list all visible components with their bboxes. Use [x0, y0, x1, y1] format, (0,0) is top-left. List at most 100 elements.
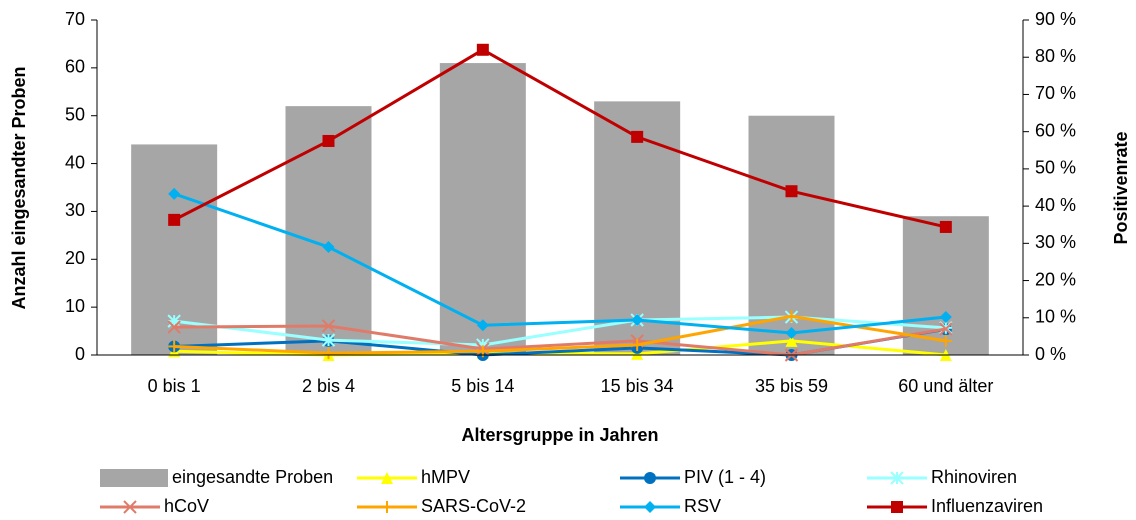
marker — [785, 334, 798, 347]
legend-swatch — [100, 469, 168, 487]
marker — [476, 43, 489, 56]
marker-shape — [890, 471, 904, 485]
marker — [631, 130, 644, 143]
marker — [168, 187, 181, 200]
line — [174, 324, 947, 357]
legend-item: Rhinoviren — [867, 467, 1017, 487]
y2-tick-label: 0 % — [1035, 344, 1066, 364]
marker-shape — [939, 220, 952, 233]
y2-tick-label: 80 % — [1035, 46, 1076, 66]
y-tick-label: 20 — [65, 248, 85, 268]
marker-shape — [644, 472, 656, 484]
bar — [285, 106, 372, 356]
legend-label: Rhinoviren — [931, 467, 1017, 487]
marker — [644, 472, 656, 484]
line — [174, 339, 946, 357]
legend-label: hCoV — [164, 496, 209, 515]
marker — [167, 314, 181, 328]
marker — [476, 319, 489, 332]
marker-shape — [939, 311, 952, 324]
y-tick-label: 70 — [65, 9, 85, 29]
legend-label: PIV (1 - 4) — [684, 467, 766, 487]
y2-tick-label: 50 % — [1035, 158, 1076, 178]
marker-shape — [168, 187, 181, 200]
marker — [322, 347, 335, 360]
marker — [168, 213, 181, 226]
y-tick-label: 0 — [75, 344, 85, 364]
marker-shape — [167, 314, 181, 328]
marker — [785, 327, 798, 340]
marker-shape — [123, 500, 137, 514]
marker-shape — [168, 213, 181, 226]
marker — [631, 338, 644, 351]
marker-shape — [785, 334, 798, 347]
marker — [381, 501, 393, 513]
marker-shape — [322, 241, 335, 254]
marker-shape — [476, 319, 489, 332]
y2-tick-label: 40 % — [1035, 195, 1076, 215]
y2-tick-label: 20 % — [1035, 269, 1076, 289]
marker-shape — [644, 501, 656, 513]
marker-shape — [891, 501, 903, 513]
y2-tick-label: 10 % — [1035, 307, 1076, 327]
marker — [381, 472, 393, 484]
x-tick-label: 2 bis 4 — [302, 376, 355, 396]
legend-label: SARS-CoV-2 — [421, 496, 526, 515]
legend-item: hCoV — [100, 496, 209, 516]
y-axis-title: Anzahl eingesandter Proben — [9, 66, 29, 309]
marker-shape — [167, 320, 181, 334]
marker — [167, 320, 181, 334]
legend-label: eingesandte Proben — [172, 467, 333, 487]
y-tick-label: 50 — [65, 104, 85, 124]
marker-shape — [785, 185, 798, 198]
y-tick-label: 60 — [65, 57, 85, 77]
legend-label: Influenzaviren — [931, 496, 1043, 515]
x-tick-label: 35 bis 59 — [755, 376, 828, 396]
y-tick-label: 10 — [65, 296, 85, 316]
legend-item: eingesandte Proben — [100, 467, 333, 487]
marker — [939, 311, 952, 324]
y2-tick-label: 60 % — [1035, 120, 1076, 140]
marker-shape — [322, 134, 335, 147]
line — [174, 314, 947, 355]
marker — [785, 310, 798, 323]
legend-item: SARS-CoV-2 — [357, 496, 526, 516]
marker — [939, 334, 952, 347]
marker — [322, 241, 335, 254]
line — [173, 315, 946, 347]
x-tick-label: 15 bis 34 — [601, 376, 674, 396]
y2-tick-label: 30 % — [1035, 232, 1076, 252]
marker-shape — [321, 319, 336, 333]
marker-shape — [631, 130, 644, 143]
marker-shape — [476, 43, 489, 56]
marker — [321, 319, 336, 333]
marker-shape — [785, 327, 798, 340]
x-tick-label: 0 bis 1 — [148, 376, 201, 396]
marker — [321, 333, 336, 347]
line — [173, 48, 947, 229]
bar — [439, 63, 526, 355]
y2-tick-label: 70 % — [1035, 83, 1076, 103]
x-tick-label: 5 bis 14 — [451, 376, 514, 396]
marker — [644, 501, 656, 513]
legend-item: RSV — [620, 496, 721, 516]
line — [173, 192, 946, 335]
marker-shape — [321, 333, 336, 347]
legend-item: hMPV — [357, 467, 470, 487]
legend-label: hMPV — [421, 467, 470, 487]
legend-label: RSV — [684, 496, 721, 515]
marker — [891, 501, 903, 513]
bar — [594, 101, 681, 355]
marker — [631, 314, 644, 327]
x-axis-title: Altersgruppe in Jahren — [461, 425, 658, 445]
y2-tick-label: 90 % — [1035, 9, 1076, 29]
y2-axis-title: Positivenrate — [1111, 131, 1131, 244]
marker — [785, 185, 798, 198]
marker-shape — [939, 322, 953, 336]
marker — [939, 220, 952, 233]
marker — [939, 322, 953, 336]
legend-item: PIV (1 - 4) — [620, 467, 766, 487]
marker — [890, 471, 904, 485]
marker — [322, 134, 335, 147]
